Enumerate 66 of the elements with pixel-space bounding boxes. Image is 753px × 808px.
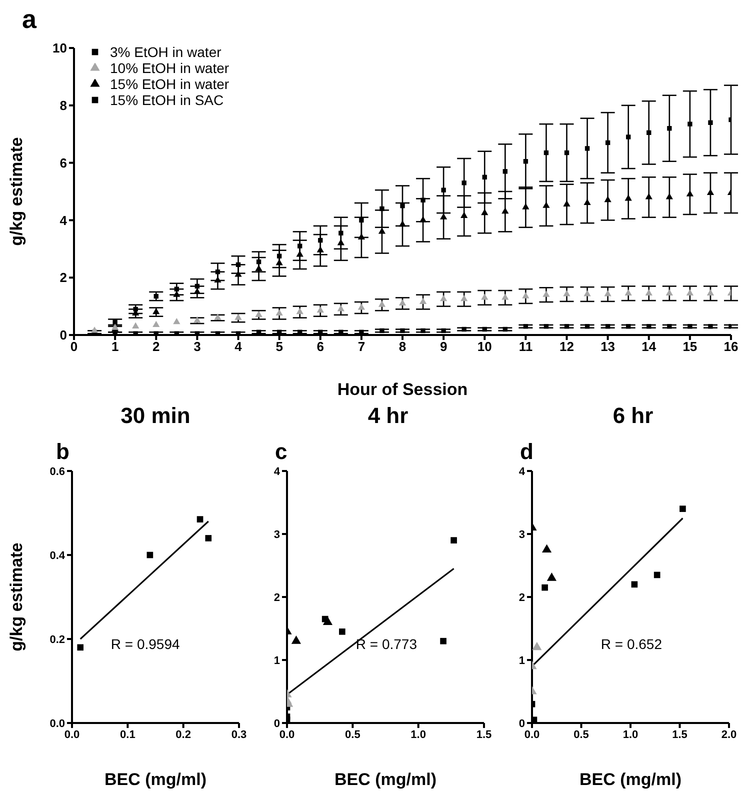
- x-tick-label: 1.0: [410, 728, 426, 741]
- x-axis-title: Hour of Session: [337, 380, 468, 399]
- y-tick-label: 3: [274, 528, 280, 541]
- x-axis-title: BEC (mg/ml): [334, 770, 436, 789]
- x-tick-label: 0.3: [231, 728, 247, 741]
- y-tick-label: 0: [518, 718, 525, 730]
- x-tick-label: 5: [276, 339, 283, 354]
- y-tick-label: 2: [518, 592, 525, 604]
- y-tick-label: 2: [60, 270, 67, 286]
- y-tick-label: 0: [60, 328, 67, 343]
- x-tick-label: 4: [234, 339, 243, 354]
- x-tick-label: 16: [724, 339, 738, 354]
- annotation: R = 0.652: [600, 636, 662, 652]
- y-tick-label: 4: [518, 466, 526, 478]
- x-tick-label: 1.5: [476, 728, 492, 741]
- legend-label: 15% EtOH in SAC: [110, 92, 224, 108]
- y-tick-label: 0.0: [50, 718, 65, 730]
- y-tick-label: 0.2: [50, 634, 65, 646]
- y-tick-label: 0.6: [50, 466, 65, 478]
- text: d: [520, 439, 534, 465]
- x-tick-label: 12: [560, 339, 574, 354]
- x-tick-label: 8: [398, 339, 406, 354]
- text: b: [56, 439, 70, 465]
- legend-label: 10% EtOH in water: [110, 60, 230, 76]
- x-tick-label: 2.0: [721, 728, 737, 741]
- annotation: R = 0.9594: [110, 636, 180, 652]
- x-tick-label: 3: [194, 339, 201, 354]
- x-tick-label: 9: [440, 339, 448, 354]
- x-tick-label: 13: [600, 339, 616, 354]
- x-axis-title: BEC (mg/ml): [104, 770, 206, 789]
- y-tick-label: 4: [60, 212, 68, 228]
- x-tick-label: 0.1: [120, 728, 136, 741]
- x-tick-label: 6: [316, 339, 324, 354]
- x-tick-label: 11: [518, 339, 533, 354]
- chart-title: 4 hr: [368, 403, 408, 428]
- x-tick-label: 0: [70, 339, 78, 354]
- legend-label: 15% EtOH in water: [110, 76, 230, 92]
- x-tick-label: 7: [358, 339, 366, 354]
- x-tick-label: 14: [642, 339, 657, 354]
- y-tick-label: 0: [274, 718, 280, 730]
- y-tick-label: 3: [518, 528, 525, 541]
- x-tick-label: 10: [477, 339, 492, 354]
- x-tick-label: 0.5: [345, 728, 360, 741]
- x-tick-label: 15: [682, 339, 698, 354]
- x-tick-label: 1.0: [622, 728, 638, 741]
- x-tick-label: 0.2: [176, 728, 191, 741]
- x-tick-label: 1: [111, 339, 119, 354]
- y-tick-label: 1: [518, 654, 525, 667]
- y-tick-label: 1: [274, 654, 280, 667]
- y-tick-label: 2: [274, 592, 280, 604]
- x-axis-title: BEC (mg/ml): [580, 770, 682, 789]
- text: c: [275, 439, 288, 465]
- x-tick-label: 0.5: [574, 728, 589, 741]
- chart-title: 30 min: [120, 403, 190, 428]
- y-tick-label: 8: [60, 98, 67, 114]
- y-tick-label: 10: [52, 40, 67, 56]
- text: a: [22, 4, 36, 35]
- y-tick-label: 0.4: [50, 550, 66, 562]
- y-axis-title: g/kg estimate: [7, 542, 26, 652]
- y-axis-title: g/kg estimate: [7, 137, 26, 246]
- chart-title: 6 hr: [612, 403, 654, 428]
- x-tick-label: 2: [152, 339, 160, 354]
- y-tick-label: 4: [274, 466, 281, 478]
- y-tick-label: 6: [60, 155, 67, 170]
- legend-label: 3% EtOH in water: [110, 44, 222, 60]
- x-tick-label: 1.5: [672, 728, 688, 741]
